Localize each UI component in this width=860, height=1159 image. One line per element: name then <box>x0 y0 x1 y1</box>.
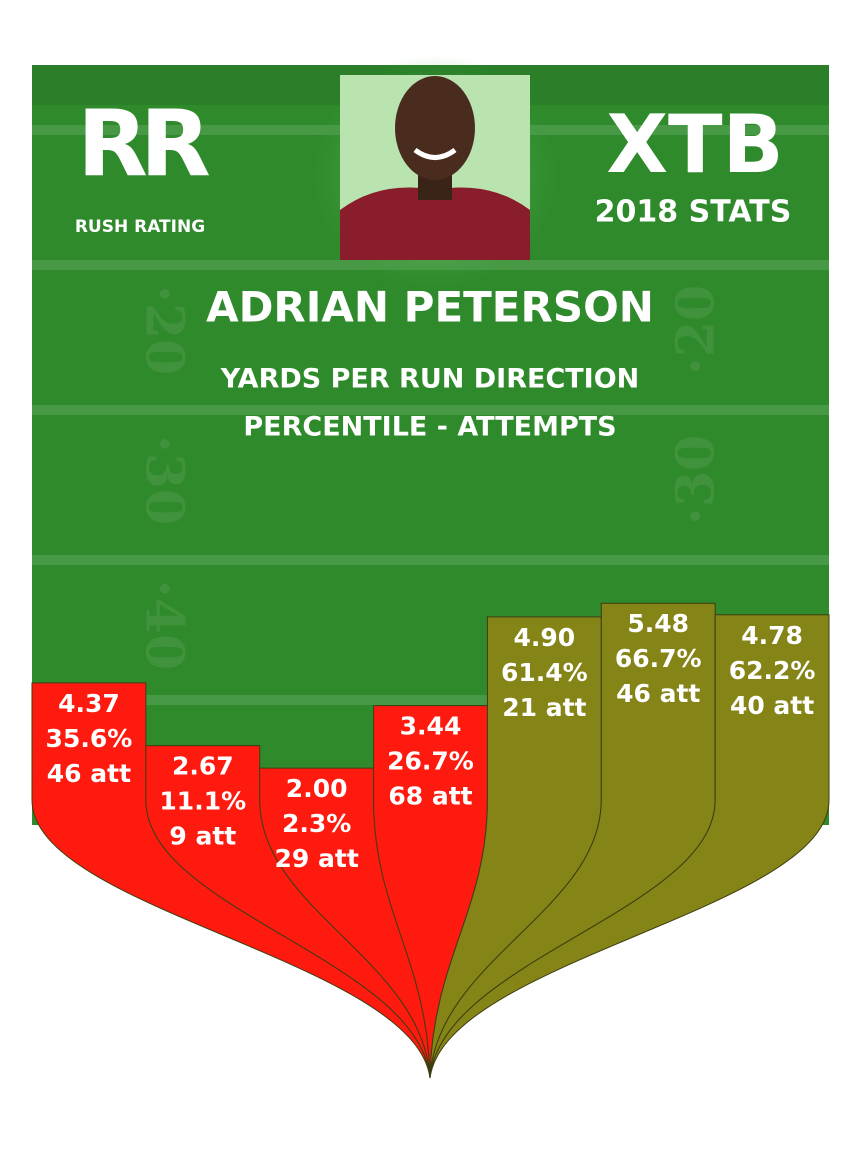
svg-text:·40: ·40 <box>134 580 195 670</box>
subtitle: YARDS PER RUN DIRECTION <box>220 364 640 395</box>
player-photo <box>305 55 565 295</box>
subtitle: PERCENTILE - ATTEMPTS <box>243 412 616 443</box>
logo-mark: XTB <box>606 98 783 191</box>
percentile-label: 26.7% <box>387 747 474 776</box>
svg-text:·30: ·30 <box>666 435 727 525</box>
svg-text:·20: ·20 <box>666 285 727 375</box>
logo-caption: 2018 STATS <box>595 195 792 230</box>
yards-per-carry: 4.90 <box>514 623 576 652</box>
svg-text:·30: ·30 <box>134 435 195 525</box>
attempts-label: 29 att <box>275 844 359 873</box>
player-name: ADRIAN PETERSON <box>206 283 654 332</box>
percentile-label: 35.6% <box>46 724 133 753</box>
yards-per-carry: 4.37 <box>58 689 120 718</box>
attempts-label: 46 att <box>47 759 131 788</box>
percentile-label: 66.7% <box>615 644 702 673</box>
svg-text:·20: ·20 <box>134 285 195 375</box>
percentile-label: 2.3% <box>282 809 351 838</box>
attempts-label: 40 att <box>730 691 814 720</box>
percentile-label: 61.4% <box>501 658 588 687</box>
attempts-label: 68 att <box>388 782 472 811</box>
yards-per-carry: 5.48 <box>627 609 689 638</box>
logo-caption: RUSH RATING <box>75 217 205 237</box>
yards-per-carry: 2.67 <box>172 752 234 781</box>
attempts-label: 21 att <box>502 693 586 722</box>
direction-bar <box>429 614 830 1079</box>
attempts-label: 46 att <box>616 679 700 708</box>
yards-per-carry: 3.44 <box>400 712 462 741</box>
direction-bars: 4.37 35.6% 46 att 2.67 11.1% 9 att 2.00 2.3% 29 … <box>31 602 830 1079</box>
yards-per-carry: 2.00 <box>286 774 348 803</box>
logo-mark: RR <box>77 90 209 197</box>
percentile-label: 62.2% <box>729 656 816 685</box>
attempts-label: 9 att <box>169 822 236 851</box>
percentile-label: 11.1% <box>159 787 246 816</box>
yards-per-carry: 4.78 <box>741 621 803 650</box>
